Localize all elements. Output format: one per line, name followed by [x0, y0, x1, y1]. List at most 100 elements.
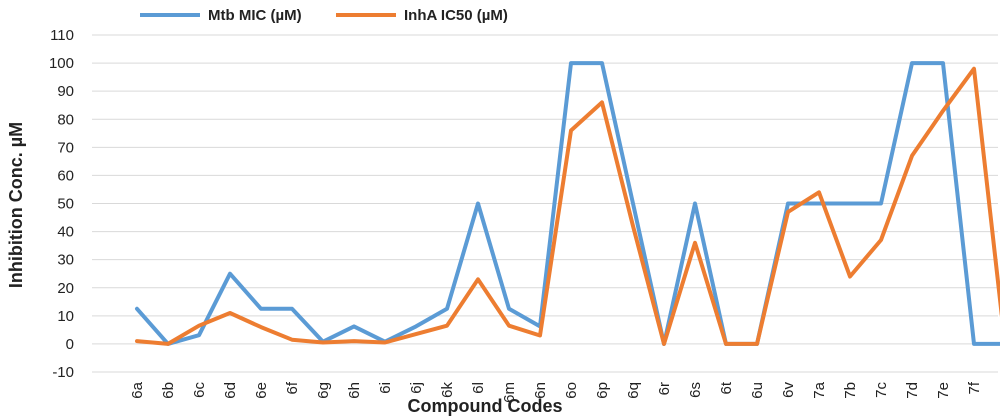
x-tick-label: 6q [625, 382, 642, 399]
x-tick-label: 6f [284, 381, 301, 394]
data-point [353, 340, 355, 342]
x-tick-label: 6t [718, 381, 735, 394]
x-tick-label: 6b [160, 382, 177, 399]
y-tick-label: -10 [52, 364, 74, 381]
x-tick-label: 6r [656, 382, 673, 395]
data-point [911, 62, 913, 64]
x-tick-label: 6a [129, 381, 146, 398]
data-point [229, 312, 231, 314]
data-point [446, 325, 448, 327]
y-tick-label: 20 [57, 280, 74, 297]
x-tick-label: 6k [439, 382, 456, 398]
x-tick-label: 6v [780, 382, 797, 398]
x-axis-ticks: 6a 6b 6c 6d 6e 6f 6g 6h 6i 6j 6k 6l 6m 6n 6o 6p 6q 6r 6s 6t… [129, 381, 1000, 403]
x-tick-label: 7f [966, 381, 983, 394]
x-tick-label: 7d [904, 382, 921, 399]
data-point [663, 343, 665, 345]
data-point [198, 325, 200, 327]
y-axis-ticks: -10 0 10 20 30 40 50 60 70 80 90 100 110 [49, 27, 74, 381]
data-point [880, 203, 882, 204]
data-point [353, 325, 355, 327]
y-tick-label: 50 [57, 196, 74, 213]
data-point [787, 203, 789, 204]
data-point [291, 339, 293, 341]
data-point [818, 191, 820, 193]
data-point [911, 155, 913, 157]
data-point [601, 62, 603, 64]
legend-label-inha-ic50: InhA IC50 (µM) [404, 7, 508, 24]
x-axis-title: Compound Codes [408, 396, 563, 416]
data-point [632, 203, 634, 204]
data-point [849, 276, 851, 277]
data-point [601, 101, 603, 103]
x-tick-label: 6h [346, 382, 363, 399]
data-point [167, 343, 169, 345]
data-point [973, 343, 975, 345]
x-tick-label: 7g [997, 382, 1000, 399]
y-tick-label: 110 [50, 27, 74, 44]
data-point [477, 278, 479, 280]
y-tick-label: 90 [57, 83, 74, 100]
legend: Mtb MIC (µM) InhA IC50 (µM) [140, 7, 508, 24]
x-tick-label: 7a [811, 381, 828, 398]
y-tick-label: 100 [49, 55, 74, 72]
data-point [415, 333, 417, 335]
data-point [446, 308, 448, 310]
data-point [260, 308, 262, 310]
data-point [508, 308, 510, 310]
legend-label-mtb-mic: Mtb MIC (µM) [208, 7, 302, 24]
y-tick-label: 80 [57, 111, 74, 128]
x-tick-label: 6e [253, 382, 270, 399]
data-point [260, 326, 262, 328]
x-tick-label: 6g [315, 382, 332, 399]
x-tick-label: 7b [842, 382, 859, 399]
y-tick-label: 60 [57, 167, 74, 184]
y-tick-label: 40 [57, 224, 74, 241]
series-line-mtb-mic [135, 61, 1000, 346]
x-tick-label: 6s [687, 382, 704, 398]
data-point [322, 342, 324, 343]
x-tick-label: 7e [935, 382, 952, 399]
data-point [632, 225, 634, 227]
y-tick-label: 30 [57, 252, 74, 269]
data-point [973, 68, 975, 70]
data-point [384, 342, 386, 343]
data-point [570, 62, 572, 64]
x-tick-label: 6m [501, 382, 518, 403]
data-point [477, 203, 479, 204]
data-point [849, 203, 851, 204]
x-tick-label: 6o [563, 382, 580, 399]
y-axis-title: Inhibition Conc. µM [6, 122, 26, 288]
data-point [756, 343, 758, 345]
x-tick-label: 6n [532, 382, 549, 399]
data-point [136, 340, 138, 342]
x-tick-label: 6c [191, 382, 208, 398]
data-point [570, 130, 572, 131]
x-tick-label: 6p [594, 382, 611, 399]
y-tick-label: 70 [57, 139, 74, 156]
data-point [942, 62, 944, 64]
y-tick-label: 10 [57, 308, 74, 325]
x-tick-label: 6j [408, 382, 425, 394]
data-point [787, 211, 789, 213]
series-lines [135, 61, 1000, 346]
data-point [291, 308, 293, 310]
x-tick-label: 6l [470, 382, 487, 394]
series-line-inha-ic50 [135, 66, 1000, 346]
x-tick-label: 7c [873, 382, 890, 398]
data-point [508, 325, 510, 327]
data-point [694, 242, 696, 244]
x-tick-label: 6d [222, 382, 239, 399]
data-point [415, 325, 417, 327]
data-point [136, 308, 138, 310]
x-tick-label: 6i [377, 382, 394, 394]
data-point [198, 334, 200, 336]
data-point [725, 343, 727, 345]
data-point [818, 203, 820, 204]
data-point [539, 335, 541, 336]
data-point [880, 239, 882, 241]
data-point [229, 273, 231, 275]
x-tick-label: 6u [749, 382, 766, 399]
data-point [942, 110, 944, 112]
